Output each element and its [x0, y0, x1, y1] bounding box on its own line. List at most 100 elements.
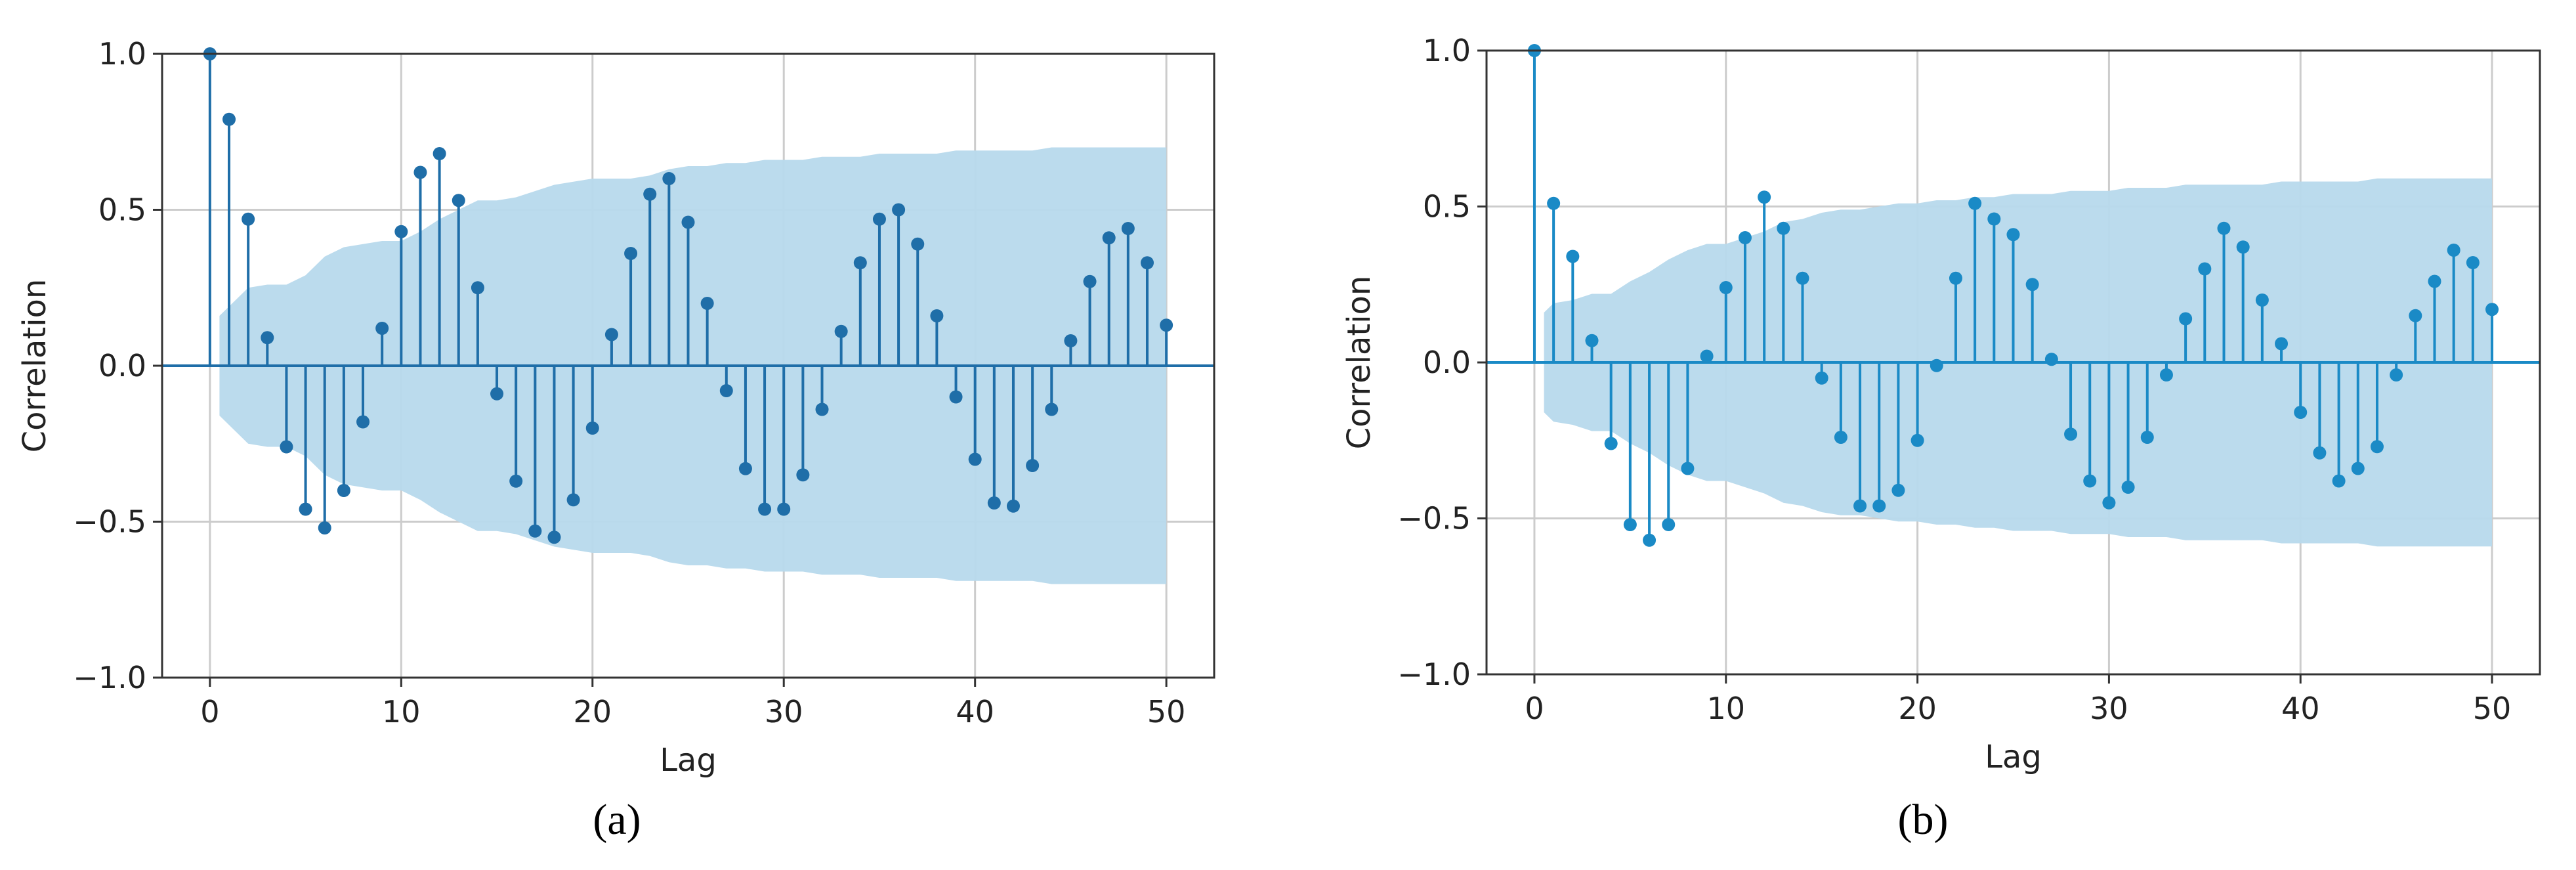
x-tick-label: 30 [765, 694, 803, 729]
stem-marker [1547, 196, 1561, 210]
stem-marker [2121, 481, 2135, 494]
y-tick-label: −0.5 [1397, 501, 1471, 536]
x-axis-label: Lag [1985, 739, 2042, 775]
stem-marker [1643, 533, 1657, 547]
y-tick-label: 0.0 [1423, 345, 1471, 380]
stem-marker [2064, 427, 2078, 441]
stem-marker [1662, 518, 1676, 531]
stem-marker [337, 484, 350, 497]
stem-marker [375, 322, 389, 335]
panel-b: (b) 0 10 20 30 40 50 1.0 0.5 0.0 −0.5 −1.0 Lag Corre… [1341, 33, 2541, 844]
stem-marker [280, 440, 293, 454]
stem-marker [1083, 274, 1097, 288]
y-tick-label: 1.0 [1423, 33, 1471, 68]
x-tick-label: 20 [1898, 691, 1937, 726]
stem-marker [892, 203, 906, 217]
stem-marker [1121, 222, 1135, 235]
stem-marker [299, 502, 312, 516]
stem-marker [2255, 294, 2269, 307]
stem-marker [528, 524, 542, 538]
stem-marker [1738, 231, 1752, 244]
stem-marker [1102, 231, 1116, 245]
stem-marker [1585, 334, 1599, 347]
stem-marker [2332, 474, 2346, 488]
stem-marker [949, 390, 963, 404]
stem-marker [2179, 312, 2193, 326]
stem-marker [2217, 221, 2231, 235]
stem-marker [1604, 437, 1618, 450]
x-axis-label: Lag [660, 742, 717, 779]
stem-marker [2198, 262, 2212, 276]
stem-marker [1006, 499, 1020, 513]
stem-marker [777, 502, 791, 516]
stem-marker [1566, 250, 1580, 263]
y-tick-label: 1.0 [98, 36, 146, 72]
y-tick-label: −1.0 [73, 660, 146, 695]
stem-marker [2351, 462, 2365, 475]
stem-marker [2275, 337, 2289, 351]
stem-marker [872, 212, 886, 226]
stem-marker [452, 194, 465, 207]
y-tick-label: 0.5 [98, 192, 146, 228]
stem-marker [509, 474, 523, 488]
stem-marker [2294, 406, 2308, 419]
stem-marker [1026, 459, 1040, 472]
x-tick-label: 40 [2281, 691, 2320, 726]
stem-marker [2447, 244, 2460, 257]
x-tick-label: 0 [1525, 691, 1544, 726]
y-tick-label: −0.5 [73, 504, 146, 540]
stem-marker [356, 415, 370, 429]
stem-marker [796, 468, 810, 482]
stem-marker [987, 496, 1001, 510]
stem-marker [1758, 190, 1771, 204]
stem-marker [471, 281, 484, 295]
x-tick-label: 20 [573, 694, 612, 729]
stem-marker [2236, 240, 2250, 254]
x-tick-label: 0 [200, 694, 219, 729]
stem-marker [758, 502, 772, 516]
stem-marker [585, 422, 599, 435]
stem-marker [1968, 196, 1982, 210]
y-axis-label: Correlation [1341, 276, 1378, 450]
stem-marker [547, 531, 561, 544]
x-tick-label: 10 [382, 694, 421, 729]
stem-marker [1777, 221, 1790, 235]
stem-marker [968, 452, 982, 466]
stem-marker [1719, 281, 1733, 294]
stem-marker [490, 387, 504, 401]
stem-marker [1949, 271, 1962, 285]
stem-marker [261, 331, 274, 345]
stem-marker [2083, 474, 2097, 488]
x-tick-label: 50 [2473, 691, 2512, 726]
x-tick-label: 50 [1147, 694, 1186, 729]
stem-marker [643, 187, 657, 201]
stem-marker [911, 237, 925, 251]
stem-marker [1891, 483, 1905, 497]
stem-marker [1623, 518, 1637, 531]
stem-marker [2370, 440, 2384, 454]
stem-marker [2102, 496, 2116, 510]
stem-marker [700, 297, 714, 310]
stem-marker [681, 215, 695, 229]
stem-marker [719, 384, 733, 397]
stem-marker [624, 247, 638, 260]
stem-marker [930, 309, 944, 322]
stem-marker [242, 212, 255, 226]
stem-marker [738, 462, 752, 475]
stem-marker [662, 172, 676, 185]
stem-marker [2044, 353, 2058, 366]
x-tick-label: 40 [956, 694, 994, 729]
stem-marker [1987, 212, 2001, 226]
stem-marker [394, 225, 408, 238]
stem-marker [318, 521, 331, 534]
stem-marker [853, 256, 867, 270]
panel-a-caption: (a) [593, 796, 641, 844]
y-tick-label: 0.5 [1423, 189, 1471, 225]
stem-marker [1815, 371, 1828, 385]
stem-marker [2140, 431, 2154, 444]
stem-marker [2485, 303, 2499, 316]
stem-marker [1160, 318, 1173, 332]
stem-marker [1140, 256, 1154, 270]
stem-marker [433, 147, 446, 160]
